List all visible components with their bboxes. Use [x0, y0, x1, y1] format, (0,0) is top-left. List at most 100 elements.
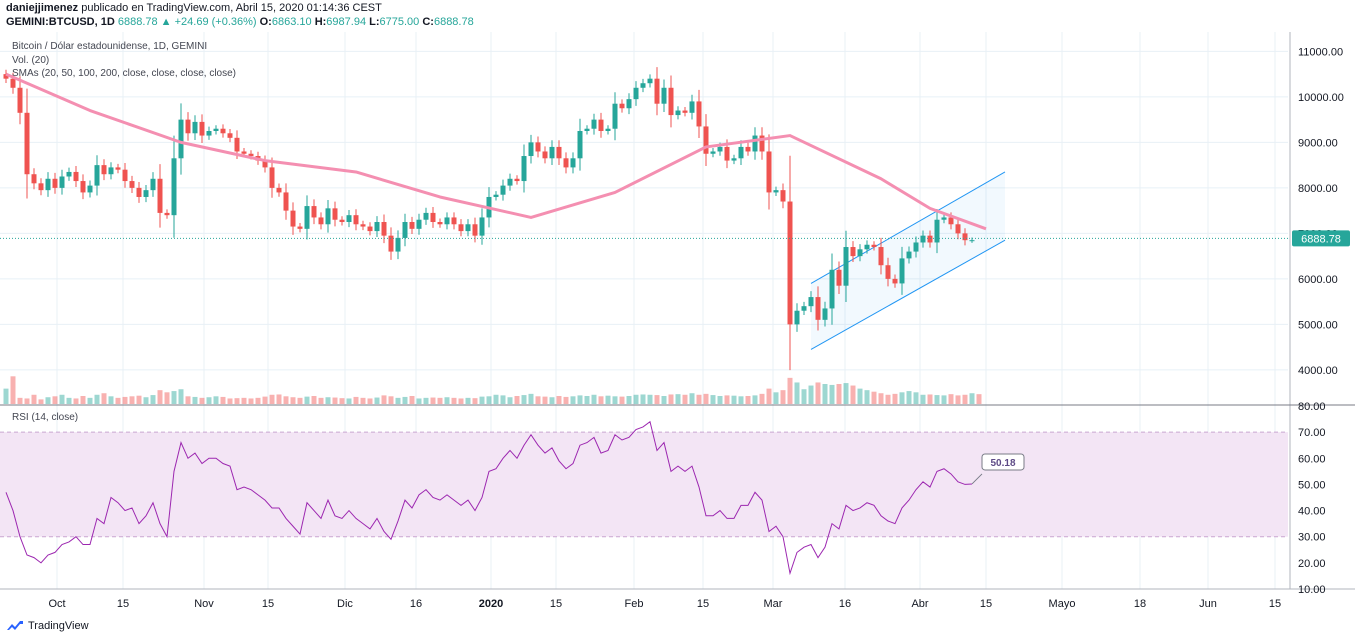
- candle-body: [619, 103, 625, 109]
- volume-bar: [745, 396, 751, 404]
- candle-body: [262, 160, 268, 168]
- volume-bar: [864, 390, 870, 404]
- rsi-tick-label: 30.00: [1298, 532, 1326, 544]
- candle-body: [661, 87, 667, 104]
- candle-body: [59, 176, 65, 188]
- volume-bar: [444, 397, 450, 404]
- candle-body: [178, 119, 184, 159]
- volume-bar: [962, 394, 968, 404]
- volume-bar: [556, 396, 562, 404]
- candle-body: [388, 235, 394, 252]
- volume-bar: [640, 394, 646, 404]
- candle-body: [654, 78, 660, 104]
- open-value: 6863.10: [271, 16, 312, 28]
- x-tick-label: Jun: [1199, 598, 1217, 610]
- candle-body: [458, 224, 464, 232]
- candle-body: [682, 110, 688, 113]
- instrument-legend[interactable]: Bitcoin / Dólar estadounidense, 1D, GEMI…: [12, 41, 208, 52]
- volume-bar: [248, 398, 254, 404]
- volume-bar: [339, 398, 345, 404]
- candle-body: [360, 224, 366, 227]
- volume-bar: [213, 396, 219, 404]
- volume-bar: [262, 396, 268, 404]
- volume-bar: [416, 398, 422, 404]
- candle-body: [801, 306, 807, 311]
- volume-bar: [227, 398, 233, 404]
- rsi-value-label: 50.18: [990, 458, 1015, 469]
- candle-body: [220, 128, 226, 134]
- price-tick-label: 4000.00: [1298, 365, 1338, 377]
- candle-body: [927, 235, 933, 243]
- last-price: 6888.78: [117, 16, 158, 28]
- candle-body: [787, 201, 793, 325]
- candle-body: [206, 131, 212, 136]
- rsi-band-fill: [0, 432, 1288, 537]
- candle-body: [143, 190, 149, 197]
- channel-upper-line[interactable]: [810, 171, 1006, 284]
- price-tick-label: 9000.00: [1298, 137, 1338, 149]
- volume-bar: [577, 395, 583, 404]
- volume-bar: [122, 396, 128, 404]
- candle-body: [570, 158, 576, 168]
- candle-body: [815, 297, 821, 320]
- volume-bar: [612, 396, 618, 404]
- volume-bar: [899, 392, 905, 404]
- close-value: 6888.78: [433, 16, 474, 28]
- volume-bar: [514, 396, 520, 404]
- channel-lower-line[interactable]: [810, 239, 1006, 350]
- rsi-band: [0, 431, 1288, 538]
- x-tick-label: 15: [262, 598, 274, 610]
- volume-bar: [507, 397, 513, 404]
- rsi-tick-label: 80.00: [1298, 401, 1326, 413]
- candle-body: [899, 258, 905, 284]
- volume-bar: [724, 395, 730, 404]
- volume-bar: [430, 397, 436, 404]
- candle-body: [45, 178, 51, 191]
- volume-bar: [759, 393, 765, 404]
- volume-bar: [192, 396, 198, 404]
- volume-bar: [486, 396, 492, 404]
- volume-bar: [843, 383, 849, 404]
- candle-body: [248, 153, 254, 157]
- sma-legend[interactable]: SMAs (20, 50, 100, 200, close, close, cl…: [12, 68, 236, 79]
- x-tick-label: 15: [697, 598, 709, 610]
- candle-body: [122, 169, 128, 182]
- candle-body: [724, 146, 730, 161]
- candle-body: [227, 133, 233, 138]
- volume-bar: [388, 396, 394, 404]
- volume-bar: [815, 382, 821, 404]
- volume-bar: [549, 397, 555, 404]
- candle-body: [339, 219, 345, 222]
- volume-bar: [885, 394, 891, 404]
- volume-bar: [157, 390, 163, 404]
- volume-legend[interactable]: Vol. (20): [12, 55, 50, 66]
- volume-bar: [976, 394, 982, 404]
- candle-body: [402, 222, 408, 238]
- candle-body: [864, 244, 870, 250]
- candle-body: [766, 151, 772, 193]
- price-channel[interactable]: [810, 171, 1006, 350]
- volume-bar: [542, 396, 548, 404]
- axes: [0, 32, 1355, 590]
- candle-body: [738, 146, 744, 159]
- volume-bar: [150, 395, 156, 404]
- candle-body: [612, 103, 618, 129]
- volume-bar: [269, 394, 275, 404]
- candle-body: [920, 235, 926, 243]
- candle-body: [542, 151, 548, 159]
- volume-bar: [696, 394, 702, 404]
- candle-body: [241, 151, 247, 154]
- volume-bar: [164, 392, 170, 404]
- volume-bar: [808, 385, 814, 404]
- volume-bar: [752, 395, 758, 404]
- candle-body: [871, 244, 877, 248]
- candle-body: [521, 156, 527, 182]
- volume-bar: [955, 395, 961, 404]
- rsi-legend[interactable]: RSI (14, close): [12, 412, 79, 423]
- publication-line: daniejjimenez publicado en TradingView.c…: [6, 2, 382, 14]
- volume-bar: [52, 396, 58, 404]
- volume-bar: [969, 393, 975, 404]
- volume-bar: [668, 394, 674, 404]
- value-markers: 6888.78 50.18: [0, 230, 1350, 485]
- chart-canvas[interactable]: Oct 15 Nov 15 Dic 16 2020 15 Feb 15 Mar 16 Abr 15 Mayo…: [0, 32, 1355, 620]
